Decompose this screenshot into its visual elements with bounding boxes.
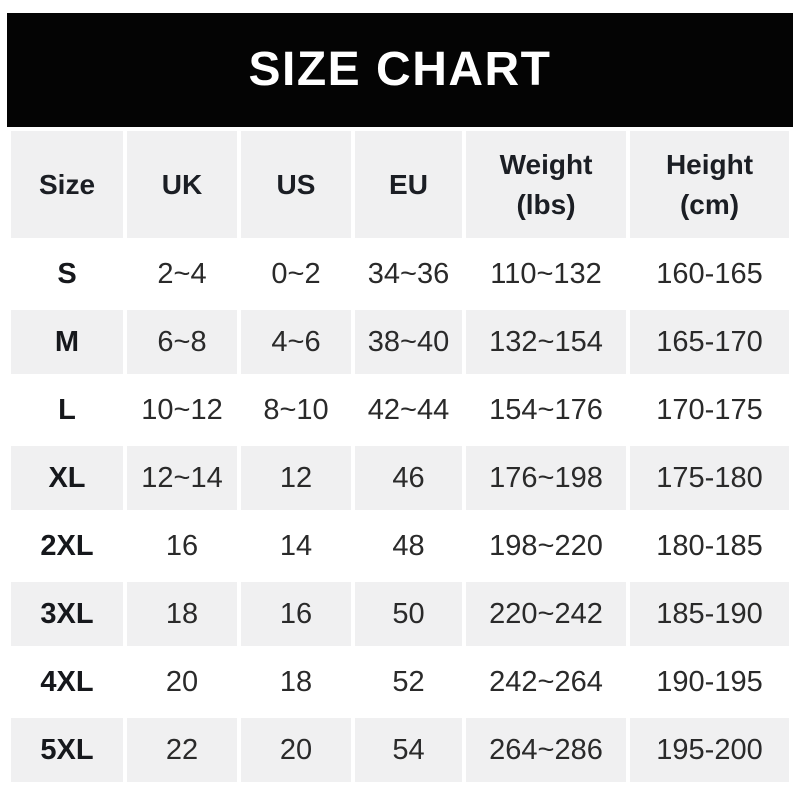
cell-weight: 176~198	[466, 446, 626, 510]
cell-weight: 110~132	[466, 242, 626, 306]
table-row-2xl: 2XL 16 14 48 198~220 180-185	[11, 514, 789, 578]
cell-height: 165-170	[630, 310, 789, 374]
cell-us: 16	[241, 582, 351, 646]
cell-weight: 242~264	[466, 650, 626, 714]
cell-size: 5XL	[11, 718, 123, 782]
cell-eu: 50	[355, 582, 462, 646]
header-cell-size: Size	[11, 131, 123, 238]
cell-uk: 6~8	[127, 310, 237, 374]
table-row-5xl: 5XL 22 20 54 264~286 195-200	[11, 718, 789, 782]
title-banner: SIZE CHART	[7, 13, 793, 127]
cell-weight: 220~242	[466, 582, 626, 646]
page-title: SIZE CHART	[248, 43, 552, 96]
cell-height: 195-200	[630, 718, 789, 782]
table-row-s: S 2~4 0~2 34~36 110~132 160-165	[11, 242, 789, 306]
table-row-4xl: 4XL 20 18 52 242~264 190-195	[11, 650, 789, 714]
cell-eu: 46	[355, 446, 462, 510]
cell-uk: 10~12	[127, 378, 237, 442]
table-row-l: L 10~12 8~10 42~44 154~176 170-175	[11, 378, 789, 442]
cell-size: 3XL	[11, 582, 123, 646]
cell-uk: 18	[127, 582, 237, 646]
cell-height: 175-180	[630, 446, 789, 510]
cell-uk: 16	[127, 514, 237, 578]
cell-uk: 20	[127, 650, 237, 714]
cell-size: 4XL	[11, 650, 123, 714]
cell-eu: 48	[355, 514, 462, 578]
cell-uk: 12~14	[127, 446, 237, 510]
header-cell-height: Height (cm)	[630, 131, 789, 238]
cell-size: S	[11, 242, 123, 306]
cell-height: 160-165	[630, 242, 789, 306]
cell-eu: 42~44	[355, 378, 462, 442]
size-chart-table: Size UK US EU Weight (lbs) Height (cm) S…	[7, 127, 793, 786]
cell-weight: 132~154	[466, 310, 626, 374]
cell-us: 0~2	[241, 242, 351, 306]
cell-us: 20	[241, 718, 351, 782]
table-body: S 2~4 0~2 34~36 110~132 160-165 M 6~8 4~…	[11, 242, 789, 782]
cell-height: 190-195	[630, 650, 789, 714]
cell-weight: 264~286	[466, 718, 626, 782]
cell-us: 4~6	[241, 310, 351, 374]
cell-eu: 54	[355, 718, 462, 782]
header-cell-us: US	[241, 131, 351, 238]
cell-us: 18	[241, 650, 351, 714]
table-row-m: M 6~8 4~6 38~40 132~154 165-170	[11, 310, 789, 374]
cell-size: XL	[11, 446, 123, 510]
cell-eu: 38~40	[355, 310, 462, 374]
cell-us: 14	[241, 514, 351, 578]
cell-weight: 154~176	[466, 378, 626, 442]
cell-height: 185-190	[630, 582, 789, 646]
header-cell-eu: EU	[355, 131, 462, 238]
table-row-3xl: 3XL 18 16 50 220~242 185-190	[11, 582, 789, 646]
header-row: Size UK US EU Weight (lbs) Height (cm)	[11, 131, 789, 238]
cell-height: 170-175	[630, 378, 789, 442]
cell-eu: 34~36	[355, 242, 462, 306]
cell-uk: 2~4	[127, 242, 237, 306]
cell-eu: 52	[355, 650, 462, 714]
table-header: Size UK US EU Weight (lbs) Height (cm)	[11, 131, 789, 238]
header-cell-weight: Weight (lbs)	[466, 131, 626, 238]
header-cell-uk: UK	[127, 131, 237, 238]
cell-us: 8~10	[241, 378, 351, 442]
cell-size: L	[11, 378, 123, 442]
cell-weight: 198~220	[466, 514, 626, 578]
table-row-xl: XL 12~14 12 46 176~198 175-180	[11, 446, 789, 510]
cell-size: 2XL	[11, 514, 123, 578]
cell-uk: 22	[127, 718, 237, 782]
cell-us: 12	[241, 446, 351, 510]
cell-size: M	[11, 310, 123, 374]
cell-height: 180-185	[630, 514, 789, 578]
